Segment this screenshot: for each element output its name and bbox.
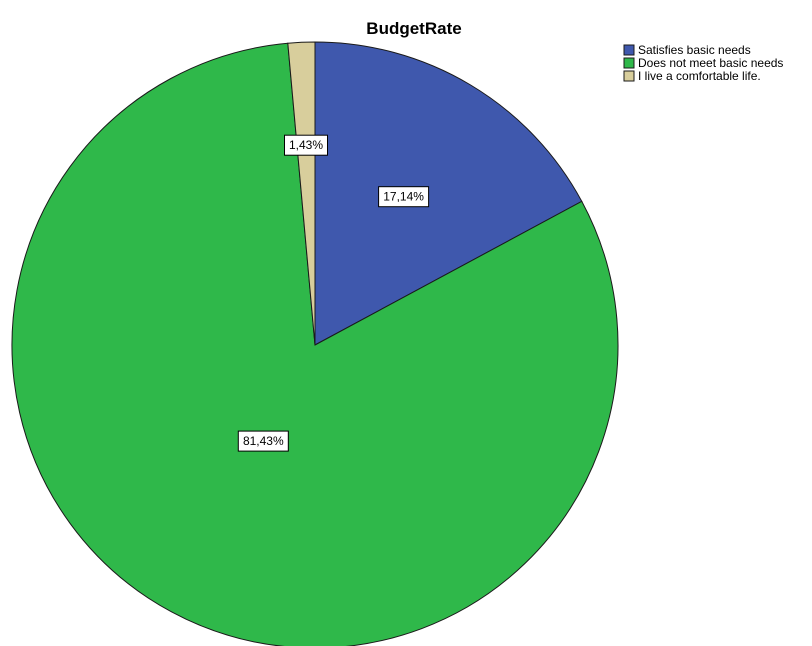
legend-label: Does not meet basic needs (638, 56, 783, 70)
legend-swatch (623, 70, 635, 82)
data-label-box (237, 430, 289, 452)
data-label-text: 17,14% (383, 190, 424, 204)
legend-label: I live a comfortable life. (638, 69, 761, 83)
data-label-i-live-a-comfortable-life: 1,43% (284, 134, 328, 156)
legend-item-i-live-a-comfortable-life: I live a comfortable life. (623, 69, 761, 83)
data-label-does-not-meet-basic-needs: 81,43% (237, 430, 289, 452)
legend-swatch (623, 44, 635, 56)
data-labels: 17,14% 81,43% 1,43% (237, 134, 430, 452)
pie-slices (11, 41, 619, 646)
data-label-box (378, 186, 430, 208)
legend-item-satisfies-basic-needs: Satisfies basic needs (623, 43, 751, 57)
legend-item-does-not-meet-basic-needs: Does not meet basic needs (623, 56, 783, 70)
pie-slice-i-live-a-comfortable-life (287, 41, 316, 346)
pie-slice-satisfies-basic-needs (314, 41, 583, 346)
pie-slice-does-not-meet-basic-needs (11, 42, 619, 646)
data-label-text: 81,43% (243, 434, 284, 448)
data-label-box (284, 134, 328, 156)
chart-title: BudgetRate (366, 19, 461, 38)
data-label-text: 1,43% (289, 138, 323, 152)
data-label-satisfies-basic-needs: 17,14% (378, 186, 430, 208)
legend-swatch (623, 57, 635, 69)
legend-label: Satisfies basic needs (638, 43, 751, 57)
